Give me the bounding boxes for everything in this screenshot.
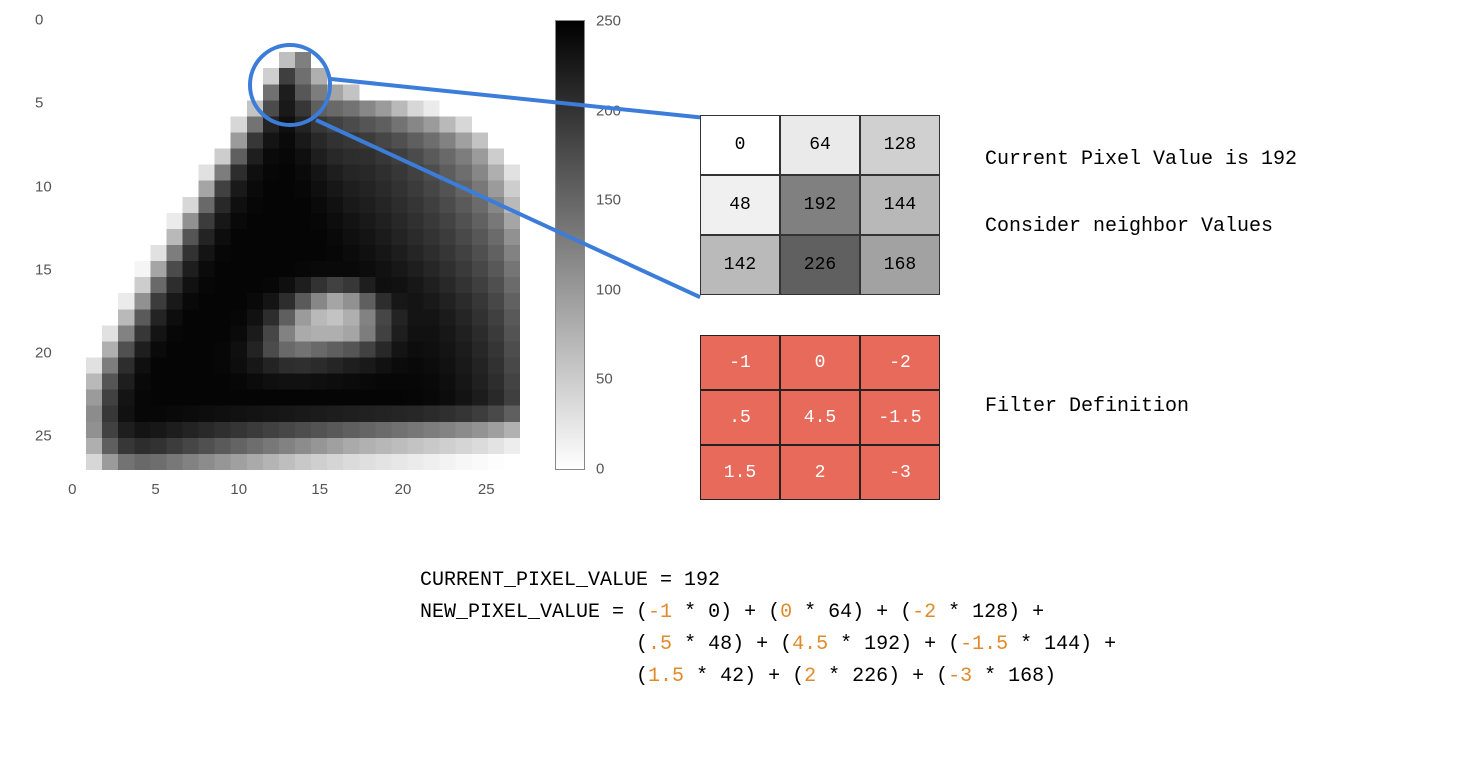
colorbar-tick: 250 xyxy=(596,13,621,30)
x-tick: 25 xyxy=(478,481,495,498)
plot-container: 0 5 10 15 20 25 0 5 10 15 20 25 250 200 … xyxy=(20,15,670,515)
annotation-current-pixel: Current Pixel Value is 192 xyxy=(985,148,1297,171)
pixel-cell: 48 xyxy=(700,175,780,235)
pixel-cell: 128 xyxy=(860,115,940,175)
pixel-cell: 64 xyxy=(780,115,860,175)
colorbar-tick: 0 xyxy=(596,461,604,478)
y-tick: 15 xyxy=(35,261,52,278)
filter-cell: 0 xyxy=(780,335,860,390)
filter-cell: .5 xyxy=(700,390,780,445)
y-tick: 25 xyxy=(35,428,52,445)
filter-cell: -1 xyxy=(700,335,780,390)
filter-cell: 2 xyxy=(780,445,860,500)
callout-circle xyxy=(248,43,332,127)
pixel-cell: 142 xyxy=(700,235,780,295)
formula-block: CURRENT_PIXEL_VALUE = 192NEW_PIXEL_VALUE… xyxy=(420,565,1116,693)
filter-cell: 1.5 xyxy=(700,445,780,500)
annotation-neighbors: Consider neighbor Values xyxy=(985,215,1273,238)
x-tick: 10 xyxy=(230,481,247,498)
x-tick: 15 xyxy=(311,481,328,498)
colorbar-tick: 50 xyxy=(596,371,613,388)
filter-cell: -2 xyxy=(860,335,940,390)
colorbar-tick: 100 xyxy=(596,281,621,298)
y-tick: 5 xyxy=(35,95,43,112)
diagram-root: 0 5 10 15 20 25 0 5 10 15 20 25 250 200 … xyxy=(0,0,1478,762)
colorbar: 250 200 150 100 50 0 xyxy=(555,20,585,470)
x-tick: 5 xyxy=(151,481,159,498)
pixel-cell: 192 xyxy=(780,175,860,235)
x-tick: 20 xyxy=(395,481,412,498)
y-tick: 10 xyxy=(35,178,52,195)
filter-definition-grid: -10-2 .54.5-1.5 1.52-3 xyxy=(700,335,940,500)
formula-line: CURRENT_PIXEL_VALUE = 192 xyxy=(420,565,1116,597)
filter-cell: -1.5 xyxy=(860,390,940,445)
annotation-filter: Filter Definition xyxy=(985,395,1189,418)
filter-cell: 4.5 xyxy=(780,390,860,445)
pixel-cell: 0 xyxy=(700,115,780,175)
formula-line: NEW_PIXEL_VALUE = (-1 * 0) + (0 * 64) + … xyxy=(420,597,1116,629)
pixel-neighbor-grid: 064128 48192144 142226168 xyxy=(700,115,940,295)
formula-line: (.5 * 48) + (4.5 * 192) + (-1.5 * 144) + xyxy=(420,629,1116,661)
pixel-cell: 226 xyxy=(780,235,860,295)
colorbar-tick: 150 xyxy=(596,192,621,209)
x-tick: 0 xyxy=(68,481,76,498)
y-tick: 20 xyxy=(35,345,52,362)
filter-cell: -3 xyxy=(860,445,940,500)
formula-line: (1.5 * 42) + (2 * 226) + (-3 * 168) xyxy=(420,661,1116,693)
pixel-cell: 144 xyxy=(860,175,940,235)
pixel-cell: 168 xyxy=(860,235,940,295)
y-tick: 0 xyxy=(35,12,43,29)
